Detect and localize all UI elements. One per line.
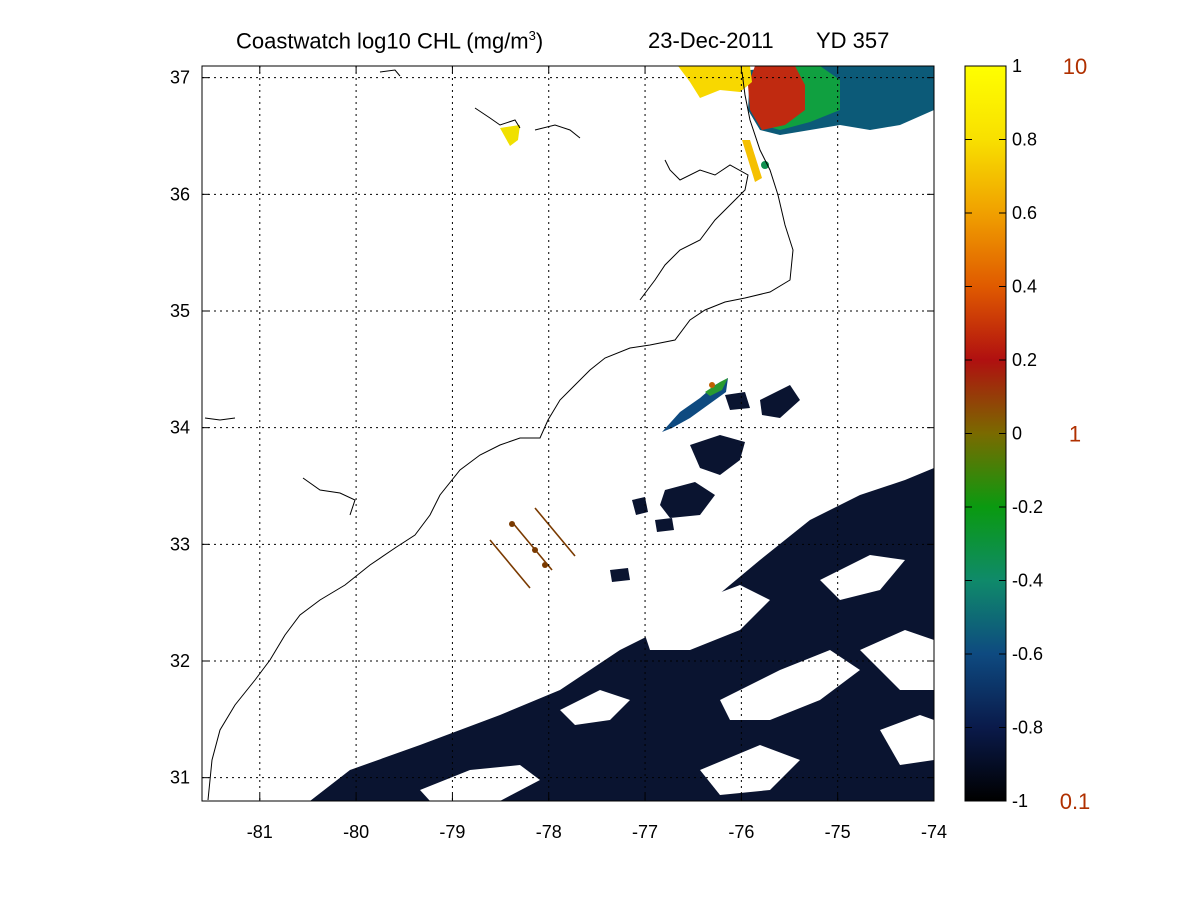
transect-line bbox=[534, 507, 576, 557]
sound-yellow-strip bbox=[742, 140, 762, 182]
chlorophyll-field bbox=[204, 66, 934, 801]
lon-tick-label: -81 bbox=[247, 822, 273, 842]
lon-tick-label: -75 bbox=[825, 822, 851, 842]
latitude-axis: 37 36 35 34 33 32 31 bbox=[170, 68, 934, 788]
colorbar-tick-label: -1 bbox=[1012, 791, 1028, 811]
small-chl-spot bbox=[709, 382, 715, 388]
colorbar-linear-label: 1 bbox=[1069, 422, 1081, 447]
graticule bbox=[202, 66, 935, 801]
cloud-cover bbox=[420, 555, 934, 801]
lat-tick-label: 35 bbox=[170, 301, 190, 321]
lat-tick-label: 37 bbox=[170, 68, 190, 88]
colorbar: 1 0.8 0.6 0.4 0.2 0 -0.2 -0.4 -0.6 -0.8 -1 10 1 0.1 bbox=[964, 54, 1091, 814]
coastline-inlet bbox=[639, 159, 749, 301]
lat-tick-label: 31 bbox=[170, 768, 190, 788]
lat-tick-label: 34 bbox=[170, 418, 190, 438]
lon-tick-label: -79 bbox=[439, 822, 465, 842]
lat-tick-label: 32 bbox=[170, 651, 190, 671]
colorbar-tick-label: -0.6 bbox=[1012, 644, 1043, 664]
transect-station bbox=[542, 562, 548, 568]
lon-tick-label: -80 bbox=[343, 822, 369, 842]
lon-tick-label: -77 bbox=[632, 822, 658, 842]
lon-tick-label: -74 bbox=[921, 822, 947, 842]
mid-chl-patch-green bbox=[705, 378, 728, 396]
nearshore-yellow-band bbox=[678, 66, 752, 98]
title-main: Coastwatch log10 CHL (mg/m3) bbox=[236, 28, 544, 54]
transect-station bbox=[532, 547, 538, 553]
title-superscript: 3 bbox=[528, 28, 536, 43]
map-panel: -81 -80 -79 -78 -77 -76 -75 -74 37 36 35 34 33 32 31 bbox=[170, 65, 947, 842]
title-yearday: YD 357 bbox=[816, 28, 890, 53]
colorbar-tick-label: 0.6 bbox=[1012, 203, 1037, 223]
colorbar-tick-label: 0.8 bbox=[1012, 130, 1037, 150]
nearshore-red-band bbox=[748, 66, 805, 130]
lat-tick-label: 36 bbox=[170, 184, 190, 204]
offshore-low-chl-region bbox=[310, 468, 934, 801]
coastline-inlet bbox=[204, 417, 356, 516]
colorbar-linear-labels: 10 1 0.1 bbox=[1060, 54, 1091, 814]
transect-line bbox=[489, 539, 531, 589]
lat-tick-label: 33 bbox=[170, 534, 190, 554]
sound-patch bbox=[500, 125, 520, 146]
isolated-low-chl-patches bbox=[610, 385, 800, 582]
transect-stations bbox=[509, 521, 548, 568]
lon-tick-label: -76 bbox=[728, 822, 754, 842]
title-date: 23-Dec-2011 bbox=[648, 28, 774, 53]
longitude-axis: -81 -80 -79 -78 -77 -76 -75 -74 bbox=[247, 66, 947, 842]
transect-station bbox=[509, 521, 515, 527]
colorbar-linear-label: 0.1 bbox=[1060, 789, 1091, 814]
map-frame bbox=[201, 65, 935, 802]
transect-lines bbox=[489, 507, 576, 589]
coastline-inlet bbox=[474, 107, 581, 139]
colorbar-tick-label: -0.8 bbox=[1012, 718, 1043, 738]
colorbar-tick-label: 0.2 bbox=[1012, 350, 1037, 370]
colorbar-tick-label: -0.4 bbox=[1012, 571, 1043, 591]
transect-line bbox=[511, 521, 553, 571]
colorbar-tick-label: 0.4 bbox=[1012, 277, 1037, 297]
lon-tick-label: -78 bbox=[536, 822, 562, 842]
colorbar-linear-label: 10 bbox=[1063, 54, 1087, 79]
colorbar-tick-label: 1 bbox=[1012, 56, 1022, 76]
colorbar-ticks: 1 0.8 0.6 0.4 0.2 0 -0.2 -0.4 -0.6 -0.8 -1 bbox=[965, 56, 1043, 811]
colorbar-tick-label: 0 bbox=[1012, 424, 1022, 444]
figure-title: Coastwatch log10 CHL (mg/m3) 23-Dec-2011… bbox=[0, 28, 1200, 58]
coastline bbox=[207, 71, 794, 801]
coastline-inlet bbox=[379, 69, 401, 77]
colorbar-tick-label: -0.2 bbox=[1012, 497, 1043, 517]
